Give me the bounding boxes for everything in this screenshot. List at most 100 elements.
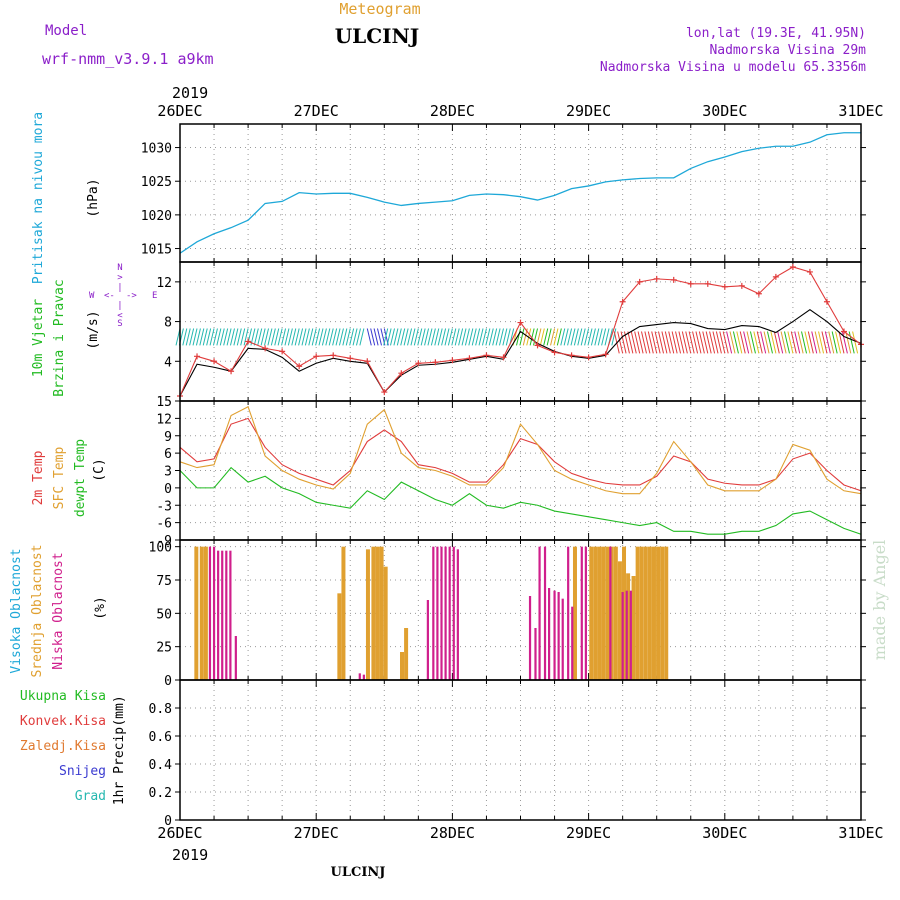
wind-barb [441,328,447,346]
wind-barb [430,328,436,346]
wind-barb [478,328,484,346]
wind-barb [260,328,266,346]
cloud-bar [635,546,640,680]
cloud-label-low: Niska Oblacnost [51,552,66,669]
wind-barb [692,331,699,354]
wind-panel: 4 8 12 [156,261,866,402]
cloud-bar [593,546,598,680]
gust-marker [789,263,796,270]
gust-marker [534,342,541,349]
y-tick-label: -3 [156,499,172,514]
day-label-top: 27DEC [294,102,339,120]
gust-marker [738,282,745,289]
cloud-bar [643,546,648,680]
wind-barb [287,328,293,346]
legend-konvek: Konvek.Kisa [20,714,106,729]
legend-snijeg: Snijeg [59,764,106,779]
credit-text: made by Angel [870,540,889,661]
wind-barb [437,328,443,346]
wind-barb [451,328,457,346]
wind-barb [267,328,273,346]
cloud-bar [601,546,606,680]
wind-barb [386,328,392,346]
wind-barb [533,328,539,346]
y-tick-label: -9 [156,534,172,549]
wind-barb [811,331,818,354]
wind-barb [698,331,705,354]
wind-barb [835,331,842,354]
wind-barb [332,328,338,346]
wind-barb [685,331,692,354]
pressure-unit: (hPa) [86,178,101,217]
gust-marker [602,351,609,358]
wind-barb [209,328,215,346]
temp-unit: (C) [92,458,107,481]
wind-barb [678,331,685,354]
wind-barb [420,328,426,346]
wind-barb [199,328,205,346]
wind-barb [651,331,658,354]
cloud-bar [225,550,228,680]
wind-barb [573,328,579,346]
wind-barb [216,328,222,346]
wind-barb [736,331,743,354]
precip-ylabel: 1hr Precip (mm) [112,695,127,805]
day-label-bottom: 27DEC [294,824,339,842]
pressure-panel: 1015 1020 1025 1030 [141,123,866,263]
wind-barb [236,328,242,346]
cloud-bar [589,546,594,680]
wind-barb [818,331,825,354]
wind-barb [760,331,767,354]
y-tick-label: 1030 [141,142,172,157]
cloud-bar [629,590,632,680]
cloud-bar [371,546,376,680]
wind-barb [597,328,603,346]
gust-marker [670,276,677,283]
temperature-panel: -9 -6 -3 0 3 6 9 12 15 [156,395,866,549]
gust-marker [755,290,762,297]
svg-text:|: | [117,283,122,293]
wind-barb [223,328,229,346]
gust-marker [330,352,337,359]
wind-barb [814,331,821,354]
wind-barb [359,328,365,346]
footer-station: ULCINJ [331,865,386,880]
wind-barb [468,328,474,346]
cloud-bar [199,546,204,680]
cloud-label-high: Visoka Oblacnost [9,548,24,673]
wind-barb [502,328,508,346]
cloud-label-mid: Srednja Oblacnost [30,544,45,677]
gust-marker [568,352,575,359]
temp-label-sfc: SFC Temp [52,447,67,510]
cloud-bar [221,550,224,680]
wind-barb [828,331,835,354]
wind-barb [560,328,566,346]
wind-barb [617,331,624,354]
wind-barb [831,331,838,354]
clouds-panel: 0 25 50 75 100 [149,539,866,689]
wind-barb [335,328,341,346]
wind-barb [671,331,678,354]
wind-barb [475,328,481,346]
wind-barb [294,328,300,346]
wind-barb [202,328,208,346]
gust-marker [687,280,694,287]
wind-barb [712,331,719,354]
day-label-top: 29DEC [566,102,611,120]
wind-barb [543,328,549,346]
wind-barb [370,328,376,346]
wind-barb [519,328,525,346]
cloud-bar [426,600,429,680]
wind-barb [516,328,521,346]
wind-barb [321,328,327,346]
cloud-bar [664,546,669,680]
wind-barb [304,328,310,346]
gust-marker [296,363,303,370]
y-tick-label: 0 [164,482,172,497]
cloud-unit: (%) [93,596,108,619]
wind-barb [485,328,491,346]
cloud-bar [609,546,614,680]
wind-barb [715,331,722,354]
gust-marker [619,298,626,305]
